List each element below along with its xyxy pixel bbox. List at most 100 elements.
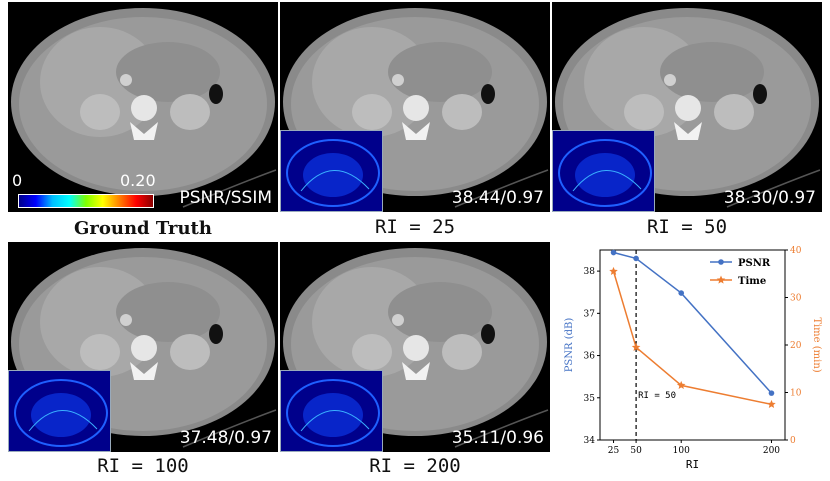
kidney-right: [170, 94, 210, 130]
spine-process: [674, 122, 702, 140]
y-left-tick-label: 36: [584, 352, 596, 362]
vertebra: [131, 335, 157, 361]
y-right-tick-label: 0: [790, 436, 796, 446]
aorta: [120, 74, 132, 86]
metric-label: 35.11/0.96: [451, 428, 544, 448]
legend-marker: [716, 275, 726, 284]
x-axis-label: RI: [686, 458, 699, 471]
bowel: [388, 282, 492, 342]
y-right-tick-label: 10: [790, 389, 802, 399]
inset-outline: [286, 379, 380, 447]
panel-caption: RI = 50: [646, 216, 728, 238]
vertebra: [403, 335, 429, 361]
table-line: [726, 169, 821, 208]
colorbar-min-label: 0: [12, 171, 23, 190]
vertebra: [403, 95, 429, 121]
x-tick-label: 100: [673, 446, 690, 456]
kidney-left: [80, 94, 120, 130]
time-point: [767, 399, 776, 408]
y-left-tick-label: 37: [584, 309, 596, 319]
air-pocket: [481, 324, 495, 344]
annotation-label: RI = 50: [638, 391, 676, 401]
psnr-series-line: [613, 251, 773, 394]
inset-streak: [300, 410, 370, 432]
time-point: [609, 266, 618, 275]
ct-panel-ground-truth: 0 0.20 PSNR/SSIM: [8, 2, 278, 212]
ct-scan-image: [283, 8, 549, 208]
y-right-axis-label: Time (min): [811, 317, 822, 372]
inset-outline: [558, 139, 652, 207]
inset-outline: [286, 139, 380, 207]
x-tick-label: 50: [630, 446, 642, 456]
y-left-tick-label: 38: [584, 267, 596, 277]
inset-noise: [575, 153, 635, 197]
legend-label: PSNR: [738, 258, 771, 269]
panel-caption: RI = 100: [97, 455, 189, 477]
aorta: [120, 314, 132, 326]
aorta: [664, 74, 676, 86]
table-line: [182, 169, 277, 208]
metric-label: 38.30/0.97: [723, 188, 816, 208]
psnr-point: [768, 390, 775, 396]
ct-panel-ri-50: 38.30/0.97: [552, 2, 822, 212]
legend-label: Time: [738, 276, 766, 287]
psnr-point: [610, 249, 617, 256]
kidney-right: [714, 94, 754, 130]
inset-streak: [572, 170, 642, 192]
y-left-tick-label: 35: [584, 394, 596, 404]
panel-caption: RI = 200: [369, 455, 461, 477]
kidney-left: [624, 94, 664, 130]
error-map-inset: [280, 370, 383, 452]
kidney-right: [442, 94, 482, 130]
error-colorbar: [18, 194, 154, 208]
air-pocket: [209, 324, 223, 344]
aorta: [392, 74, 404, 86]
metric-label: 38.44/0.97: [451, 188, 544, 208]
spine-process: [130, 362, 158, 380]
error-map-inset: [8, 370, 111, 452]
inset-noise: [303, 153, 363, 197]
kidney-left: [352, 334, 392, 370]
y-left-tick-label: 34: [584, 436, 596, 446]
metric-label: PSNR/SSIM: [179, 188, 272, 208]
psnr-point: [633, 255, 639, 262]
legend-marker: [718, 259, 724, 265]
kidney-right: [170, 334, 210, 370]
colorbar-max-label: 0.20: [120, 171, 156, 190]
inset-noise: [31, 393, 91, 437]
y-right-tick-label: 30: [790, 294, 802, 304]
time-point: [631, 342, 641, 351]
y-right-tick-label: 20: [790, 341, 802, 351]
time-series-line: [612, 271, 772, 406]
inset-noise: [303, 393, 363, 437]
inset-streak: [300, 170, 370, 192]
spine-process: [402, 362, 430, 380]
time-point: [676, 380, 686, 389]
y-left-axis-label: PSNR (dB): [564, 318, 575, 373]
bowel: [660, 42, 764, 102]
metric-label: 37.48/0.97: [179, 428, 272, 448]
ct-panel-ri-200: 35.11/0.96: [280, 242, 550, 452]
kidney-right: [442, 334, 482, 370]
x-tick-label: 200: [763, 446, 780, 456]
psnr-time-chart: 25 50 100 200 RI 34 35 36 37 38 PSNR (dB) 0 10 20 30 40…: [564, 246, 822, 471]
panel-caption: Ground Truth: [74, 218, 212, 239]
kidney-left: [352, 94, 392, 130]
psnr-point: [678, 290, 685, 296]
inset-streak: [28, 410, 98, 432]
panel-caption: RI = 25: [374, 216, 456, 238]
aorta: [392, 314, 404, 326]
kidney-left: [80, 334, 120, 370]
y-right-tick-label: 40: [790, 246, 802, 256]
vertebra: [131, 95, 157, 121]
air-pocket: [209, 84, 223, 104]
error-map-inset: [552, 130, 655, 212]
table-line: [182, 409, 277, 448]
error-map-inset: [280, 130, 383, 212]
bowel: [116, 282, 220, 342]
spine-process: [402, 122, 430, 140]
x-tick-label: 25: [608, 446, 620, 456]
table-line: [454, 409, 549, 448]
air-pocket: [481, 84, 495, 104]
spine-process: [130, 122, 158, 140]
